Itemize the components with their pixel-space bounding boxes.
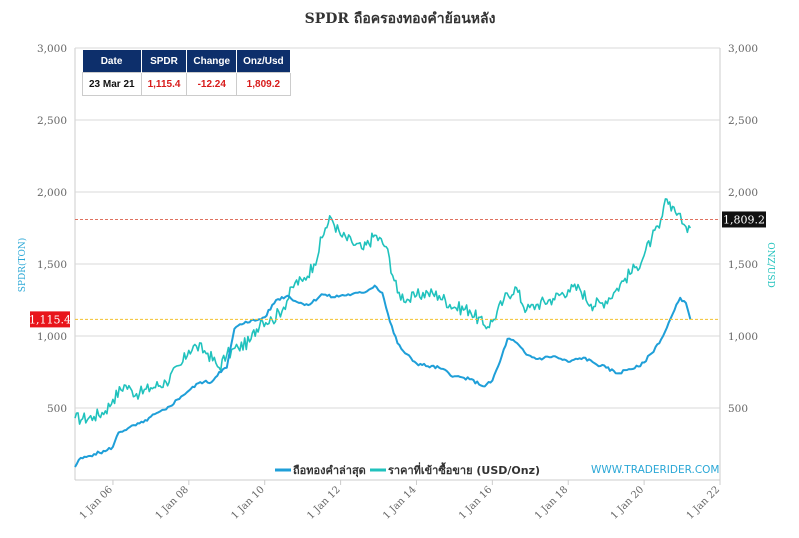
reference-label-price-bg: [722, 211, 766, 228]
legend-label-price[interactable]: ราคาที่เข้าซื้อขาย (USD/Onz): [388, 462, 540, 477]
x-tick-label: 1 Jan 14: [381, 484, 418, 521]
series-line-holdings: [74, 284, 692, 468]
header-price: Onz/Usd: [236, 50, 291, 73]
right-tick-label: 2,500: [728, 115, 758, 127]
reference-label-price: 1,809.2: [723, 213, 765, 226]
right-tick-label: 1,500: [728, 259, 758, 271]
reference-lines: 1,809.2 1,115.4: [29, 211, 766, 328]
legend[interactable]: ถือทองคำล่าสุด ราคาที่เข้าซื้อขาย (USD/O…: [275, 462, 540, 478]
right-axis-ticks: 500 1,000 1,500 2,000 2,500 3,000: [728, 43, 758, 415]
right-tick-label: 1,000: [728, 331, 758, 343]
left-axis-title: SPDR(TON): [17, 238, 28, 293]
credit-text: WWW.TRADERIDER.COM: [591, 464, 720, 476]
reference-label-holdings: 1,115.4: [29, 313, 71, 326]
right-tick-label: 500: [728, 403, 748, 415]
x-tick-label: 1 Jan 18: [533, 484, 570, 521]
cell-change: -12.24: [186, 72, 238, 96]
left-tick-label: 2,500: [37, 115, 67, 127]
series-line-price: [74, 198, 692, 425]
cell-date: 23 Mar 21: [82, 72, 142, 96]
left-tick-label: 1,000: [37, 331, 67, 343]
chart-title: SPDR ถือครองทองคำย้อนหลัง: [305, 11, 496, 27]
header-date: Date: [82, 50, 142, 73]
right-tick-label: 2,000: [728, 187, 758, 199]
cell-price: 1,809.2: [236, 72, 291, 96]
left-tick-label: 2,000: [37, 187, 67, 199]
right-axis-title: ONZ/USD: [765, 242, 775, 288]
info-table: Date SPDR Change Onz/Usd 23 Mar 21 1,115…: [82, 50, 291, 96]
reference-label-holdings-bg: [30, 311, 70, 328]
right-tick-label: 3,000: [728, 43, 758, 55]
x-axis-ticks: 1 Jan 06 1 Jan 08 1 Jan 10 1 Jan 12 1 Jan 14…: [78, 480, 722, 522]
left-axis-ticks: 500 1,000 1,500 2,000 2,500 3,000: [37, 43, 67, 415]
cell-spdr: 1,115.4: [140, 72, 188, 96]
gridlines: [74, 47, 721, 481]
header-spdr: SPDR: [141, 50, 188, 73]
x-tick-label: 1 Jan 16: [457, 484, 494, 521]
x-tick-label: 1 Jan 22: [685, 484, 722, 521]
series-layer: [74, 198, 692, 468]
x-tick-label: 1 Jan 06: [78, 484, 115, 521]
x-tick-label: 1 Jan 10: [229, 484, 266, 521]
left-tick-label: 500: [47, 403, 67, 415]
x-tick-label: 1 Jan 20: [609, 484, 646, 521]
info-table-header-row: Date SPDR Change Onz/Usd: [82, 50, 291, 73]
info-table-row: 23 Mar 21 1,115.4 -12.24 1,809.2: [82, 72, 291, 96]
left-tick-label: 3,000: [37, 43, 67, 55]
header-change: Change: [186, 50, 238, 73]
legend-label-holdings[interactable]: ถือทองคำล่าสุด: [293, 464, 366, 478]
x-tick-label: 1 Jan 12: [305, 484, 342, 521]
x-tick-label: 1 Jan 08: [154, 484, 191, 521]
left-tick-label: 1,500: [37, 259, 67, 271]
